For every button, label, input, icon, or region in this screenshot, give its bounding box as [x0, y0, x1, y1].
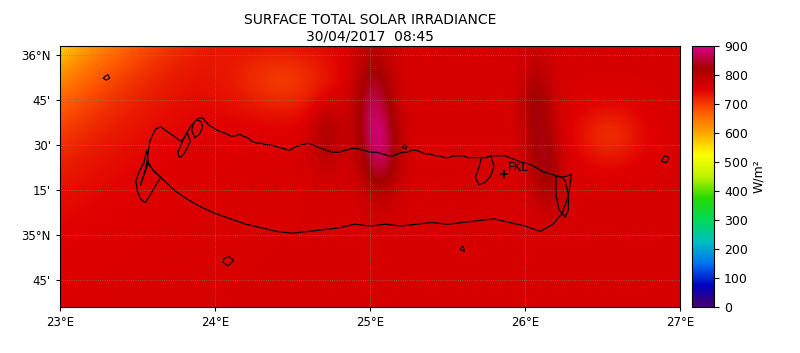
- Text: FKL: FKL: [507, 161, 528, 174]
- Y-axis label: W/m²: W/m²: [752, 160, 766, 193]
- Title: SURFACE TOTAL SOLAR IRRADIANCE
30/04/2017  08:45: SURFACE TOTAL SOLAR IRRADIANCE 30/04/201…: [244, 13, 496, 43]
